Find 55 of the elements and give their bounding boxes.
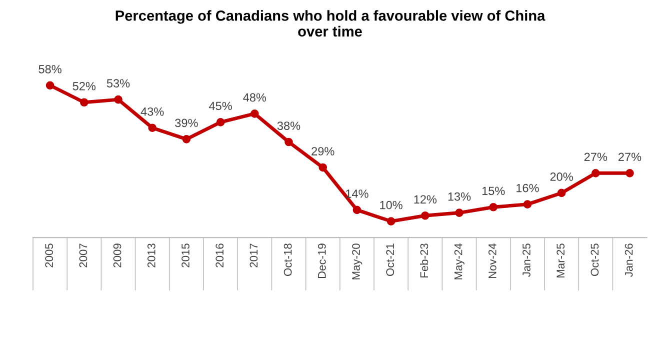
point [626, 168, 634, 178]
data-label: 39% [175, 118, 198, 128]
point [318, 163, 328, 172]
x-tick-label: 2009 [113, 244, 122, 268]
data-label: 12% [414, 195, 437, 204]
chart-title: Percentage of Canadians who hold a favourable view of China over time [116, 10, 546, 37]
point [182, 135, 191, 144]
data-label: 10% [380, 200, 402, 210]
x-tick-label: Dec-19 [318, 244, 326, 278]
x-tick-label: May-24 [454, 243, 464, 280]
x-tick-label: 2016 [216, 244, 224, 268]
data-label: 27% [584, 152, 608, 162]
data-label: 58% [38, 64, 62, 74]
data-label: 14% [346, 190, 368, 198]
x-tick-label: Oct-18 [284, 244, 292, 276]
x-tick-label: 2007 [79, 244, 88, 268]
point [216, 118, 225, 126]
data-label: 38% [277, 122, 300, 130]
data-label: 43% [140, 107, 164, 116]
data-label: 48% [243, 93, 266, 102]
point [148, 124, 157, 132]
x-tick-label: 2005 [45, 244, 54, 268]
data-label: 15% [482, 186, 505, 196]
data-label: 27% [618, 152, 642, 162]
data-label: 13% [448, 192, 471, 201]
data-label: 20% [550, 172, 573, 181]
point [80, 98, 88, 107]
x-tick-label: Feb-23 [420, 244, 428, 278]
x-tick-label: 2017 [250, 244, 258, 268]
data-label: 52% [72, 82, 96, 90]
data-label: 45% [209, 102, 232, 110]
x-tick-label: 2013 [147, 244, 156, 268]
point [250, 110, 259, 118]
x-tick-label: May-20 [352, 244, 362, 280]
x-tick-label: Oct-21 [386, 244, 394, 276]
data-label: 16% [516, 184, 539, 192]
x-tick-label: Jan-25 [522, 244, 530, 277]
data-label: 53% [106, 79, 130, 88]
point [455, 208, 464, 217]
point [352, 206, 362, 214]
point [46, 81, 54, 90]
point [489, 202, 498, 212]
x-tick-label: Mar-25 [556, 244, 565, 278]
point [523, 200, 532, 208]
x-tick-label: Jan-26 [624, 244, 633, 277]
x-tick-label: Nov-24 [488, 243, 496, 278]
point [420, 211, 430, 220]
x-tick-label: Oct-25 [590, 244, 599, 276]
point [284, 138, 293, 146]
data-label: 29% [312, 147, 334, 156]
point [557, 188, 566, 198]
x-tick-label: 2015 [182, 244, 190, 268]
point [591, 168, 600, 178]
point [114, 95, 122, 104]
point [386, 217, 396, 226]
